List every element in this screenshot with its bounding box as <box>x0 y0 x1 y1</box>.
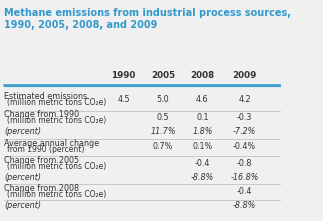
Text: -8.8%: -8.8% <box>233 201 256 210</box>
Text: -0.4%: -0.4% <box>233 142 256 151</box>
Text: Change from 2008: Change from 2008 <box>4 184 79 193</box>
Text: 0.1: 0.1 <box>196 113 209 122</box>
Text: -0.4: -0.4 <box>195 159 210 168</box>
Text: 0.7%: 0.7% <box>153 142 173 151</box>
Text: 2008: 2008 <box>190 71 214 80</box>
Text: -0.4: -0.4 <box>237 187 252 196</box>
Text: (percent): (percent) <box>4 173 41 182</box>
Text: 5.0: 5.0 <box>157 95 169 104</box>
Text: -16.8%: -16.8% <box>230 173 259 182</box>
Text: Change from 1990: Change from 1990 <box>4 110 79 119</box>
Text: 0.5: 0.5 <box>157 113 169 122</box>
Text: -0.3: -0.3 <box>237 113 252 122</box>
Text: (million metric tons CO₂e): (million metric tons CO₂e) <box>7 98 106 107</box>
Text: -7.2%: -7.2% <box>233 127 256 136</box>
Text: 2009: 2009 <box>232 71 256 80</box>
Text: 11.7%: 11.7% <box>150 127 176 136</box>
Text: 2005: 2005 <box>151 71 175 80</box>
Text: 0.1%: 0.1% <box>192 142 213 151</box>
Text: Average annual change: Average annual change <box>4 139 99 148</box>
Text: (million metric tons CO₂e): (million metric tons CO₂e) <box>7 116 106 125</box>
Text: 1990: 1990 <box>111 71 136 80</box>
Text: Methane emissions from industrial process sources,
1990, 2005, 2008, and 2009: Methane emissions from industrial proces… <box>4 8 291 30</box>
Text: 1.8%: 1.8% <box>192 127 213 136</box>
Text: (percent): (percent) <box>4 127 41 136</box>
Text: -8.8%: -8.8% <box>191 173 214 182</box>
Text: from 1990 (percent): from 1990 (percent) <box>7 145 84 154</box>
Text: (million metric tons CO₂e): (million metric tons CO₂e) <box>7 190 106 199</box>
Text: Change from 2005: Change from 2005 <box>4 156 79 165</box>
Text: (million metric tons CO₂e): (million metric tons CO₂e) <box>7 162 106 171</box>
Text: -0.8: -0.8 <box>237 159 252 168</box>
Text: (percent): (percent) <box>4 201 41 210</box>
Text: 4.2: 4.2 <box>238 95 251 104</box>
Text: 4.5: 4.5 <box>117 95 130 104</box>
Text: 4.6: 4.6 <box>196 95 209 104</box>
Text: Estimated emissions: Estimated emissions <box>4 92 87 101</box>
